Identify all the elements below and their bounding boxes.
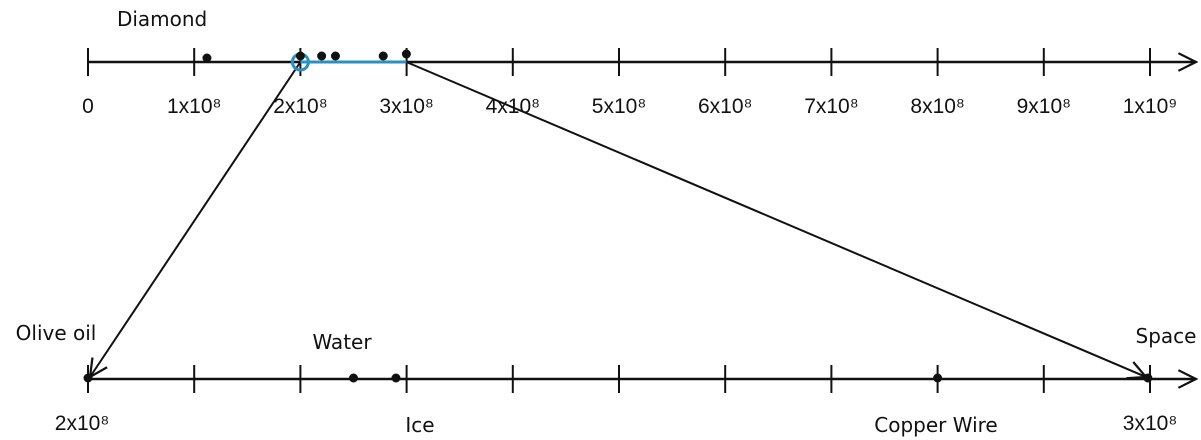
- zoom-arrow-right: [405, 61, 1146, 377]
- top-point: [295, 51, 305, 61]
- bottom-point-label: Ice: [405, 413, 434, 437]
- top-point: [317, 51, 327, 61]
- top-tick-label: 4x10⁸: [486, 95, 540, 118]
- top-tick-label: 6x10⁸: [698, 95, 752, 118]
- top-tick-label: 1x10⁸: [167, 95, 221, 118]
- top-point: [330, 51, 340, 61]
- top-point-label: Diamond: [117, 7, 207, 31]
- top-tick-label: 3x10⁸: [379, 95, 433, 118]
- bottom-point-label: Olive oil: [16, 321, 97, 345]
- bottom-point-label: Copper Wire: [874, 413, 997, 437]
- top-tick-label: 7x10⁸: [804, 95, 858, 118]
- top-tick-label: 5x10⁸: [592, 95, 646, 118]
- top-point: [378, 51, 388, 61]
- top-tick-label: 0: [82, 95, 94, 118]
- bottom-point: [1143, 373, 1153, 383]
- bottom-point: [933, 373, 943, 383]
- bottom-end-label: 3x10⁸: [1123, 412, 1177, 435]
- bottom-point: [349, 373, 358, 383]
- top-point: [202, 53, 212, 63]
- zoom-arrow-left: [90, 61, 302, 377]
- bottom-point: [83, 373, 93, 383]
- top-tick-label: 1x10⁹: [1123, 95, 1178, 118]
- top-tick-label: 9x10⁸: [1017, 95, 1071, 118]
- top-tick-label: 8x10⁸: [910, 95, 964, 118]
- bottom-point-label: Space: [1136, 324, 1197, 348]
- top-point: [401, 49, 411, 59]
- bottom-point: [391, 373, 401, 383]
- bottom-point-label: Water: [312, 330, 372, 354]
- top-tick-label: 2x10⁸: [273, 95, 327, 118]
- bottom-start-label: 2x10⁸: [55, 412, 109, 435]
